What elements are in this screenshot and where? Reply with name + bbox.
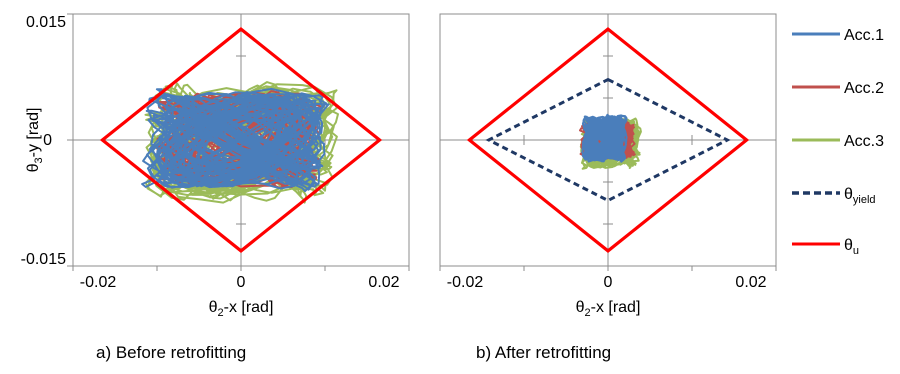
panel-a-before-retrofitting: 0.015 0 -0.015 -0.02 0 0.02 θ2-x [rad] θ… xyxy=(21,13,410,362)
y-axis-title: θ3-y [rad] xyxy=(25,108,45,173)
panel-b-after-retrofitting: -0.02 0 0.02 θ2-x [rad] b) After retrofi… xyxy=(439,13,777,362)
series-line-acc1 xyxy=(581,113,628,163)
legend-label-acc3: Acc.3 xyxy=(844,133,884,150)
envelope-theta-yield xyxy=(485,77,731,203)
legend-label-theta-u: θu xyxy=(844,237,859,257)
series-line-acc1 xyxy=(141,87,330,193)
envelope-group xyxy=(466,27,750,253)
y-tick-label-top: 0.015 xyxy=(26,14,66,31)
x-tick-label-right: 0.02 xyxy=(368,274,399,291)
envelope-theta-u xyxy=(466,27,750,253)
series-group xyxy=(141,81,339,204)
y-tick-label-bottom: -0.015 xyxy=(21,251,66,268)
legend-label-acc1: Acc.1 xyxy=(844,27,884,44)
x-tick-label-left: -0.02 xyxy=(80,274,117,291)
x-tick-label-center: 0 xyxy=(237,274,246,291)
y-tick-label-middle: 0 xyxy=(43,132,52,149)
panel-b-caption: b) After retrofitting xyxy=(476,343,611,362)
envelope-group xyxy=(99,27,383,253)
x-axis-title: θ2-x [rad] xyxy=(209,299,274,319)
envelope-theta-u xyxy=(99,27,383,253)
x-tick-label-left: -0.02 xyxy=(447,274,484,291)
legend: Acc.1 Acc.2 Acc.3 θyield θu xyxy=(792,27,884,257)
x-tick-label-right: 0.02 xyxy=(735,274,766,291)
x-tick-label-center: 0 xyxy=(604,274,613,291)
series-group xyxy=(579,113,642,170)
panel-a-caption: a) Before retrofitting xyxy=(96,343,246,362)
legend-label-theta-yield: θyield xyxy=(844,186,876,206)
legend-label-acc2: Acc.2 xyxy=(844,80,884,97)
x-axis-title: θ2-x [rad] xyxy=(576,299,641,319)
